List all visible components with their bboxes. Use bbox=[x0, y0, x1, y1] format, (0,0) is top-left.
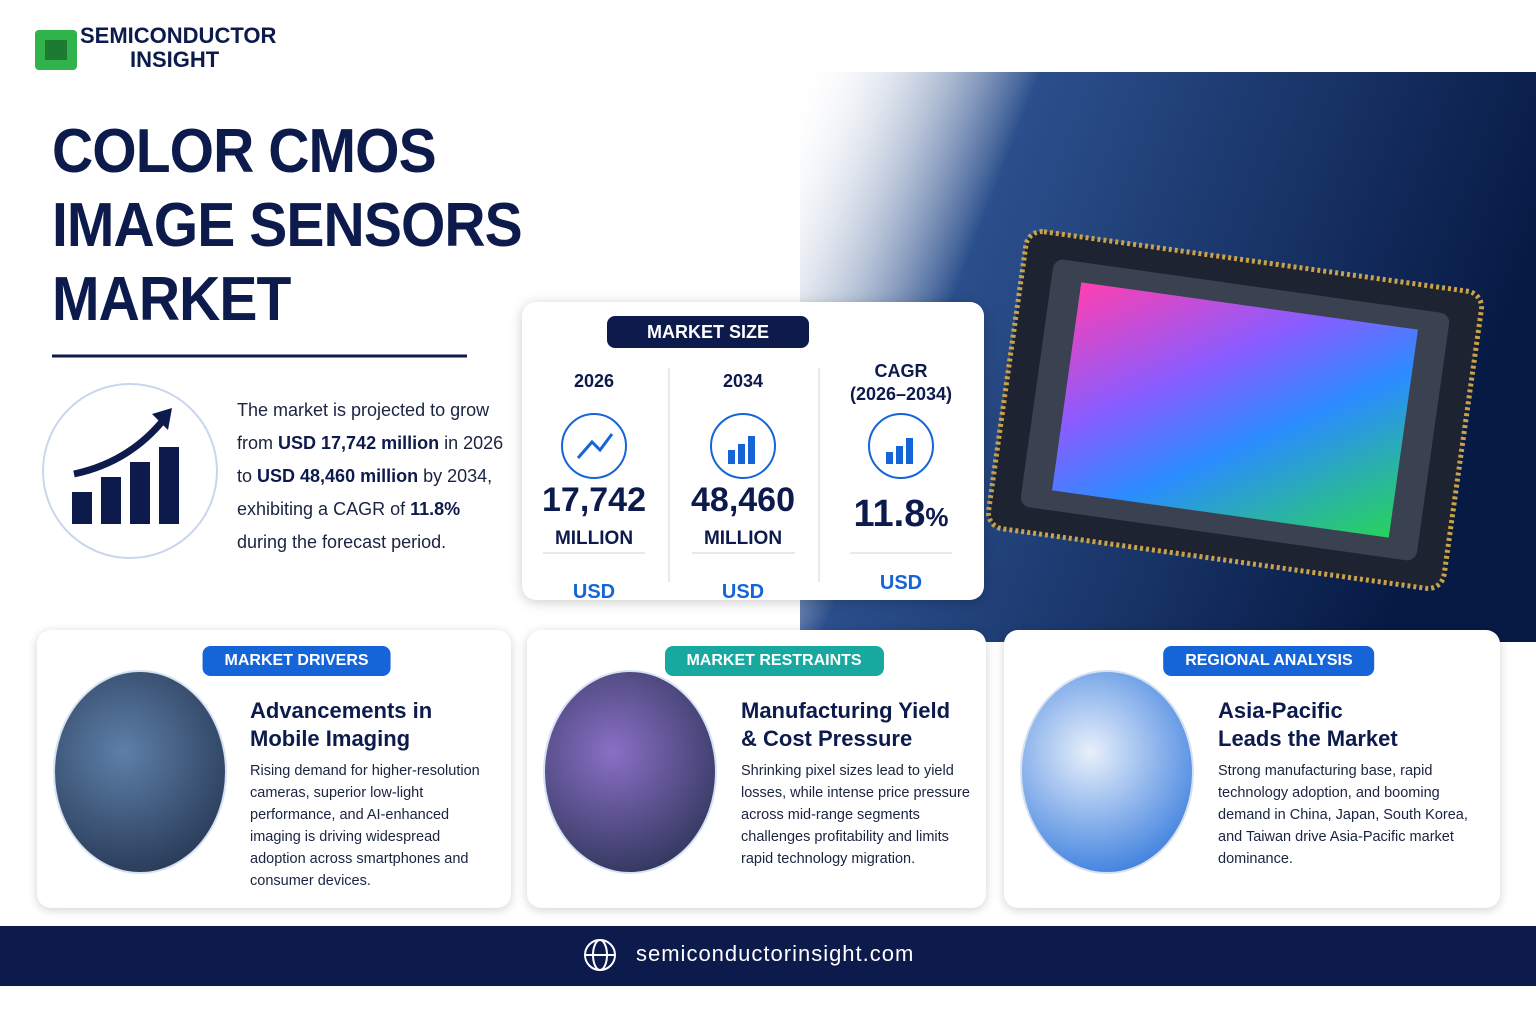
stat-unit: % bbox=[925, 502, 949, 532]
card-title-line: Advancements in bbox=[250, 698, 433, 723]
title-line: IMAGE SENSORS bbox=[52, 191, 523, 260]
card-title: Asia-Pacific Leads the Market bbox=[1218, 697, 1398, 753]
stat-currency: USD bbox=[572, 581, 616, 603]
stat-value: 17,742 MILLION bbox=[524, 481, 664, 555]
stat-label: CAGR (2026–2034) bbox=[831, 360, 971, 406]
text: USD 48,460 million bbox=[257, 466, 419, 486]
stat-number: 11.8 bbox=[853, 493, 926, 535]
info-card: REGIONAL ANALYSIS Asia-Pacific Leads the M… bbox=[1004, 630, 1500, 908]
stat-column: 2034 48,460 MILLION USD bbox=[673, 360, 813, 604]
card-body: Strong manufacturing base, rapid technol… bbox=[1218, 763, 1468, 867]
stat-value: 48,460 MILLION bbox=[673, 481, 813, 555]
stat-label-line: 2034 bbox=[722, 371, 764, 391]
card-title-line: & Cost Pressure bbox=[741, 726, 913, 751]
stat-column: CAGR (2026–2034) 11.8% USD bbox=[831, 360, 971, 595]
card-body: Shrinking pixel sizes lead to yield loss… bbox=[741, 763, 970, 867]
text: in 2026 to bbox=[237, 433, 504, 486]
footer-bar bbox=[0, 926, 1536, 986]
stat-label-line: (2026–2034) bbox=[849, 384, 953, 404]
card-title: Advancements in Mobile Imaging bbox=[250, 697, 432, 753]
card-title-line: Asia-Pacific bbox=[1218, 698, 1343, 723]
badge: MARKET SIZE bbox=[607, 316, 809, 348]
stat-column: 2026 17,742 MILLION USD bbox=[524, 360, 664, 604]
card-image bbox=[1020, 670, 1194, 874]
chip bbox=[985, 229, 1485, 591]
title: COLOR CMOS IMAGE SENSORS MARKET bbox=[52, 115, 563, 337]
card-title-line: Mobile Imaging bbox=[250, 726, 411, 751]
text: by 2034, exhibiting a CAGR of bbox=[237, 466, 493, 519]
globe-icon bbox=[584, 939, 616, 971]
stat-unit: MILLION bbox=[554, 528, 634, 549]
stat-label-line: CAGR bbox=[874, 361, 928, 381]
card-image bbox=[543, 670, 717, 874]
title-line: MARKET bbox=[52, 265, 291, 334]
info-card: MARKET DRIVERS Advancements in Mobile Imag… bbox=[37, 630, 511, 908]
stat-unit: MILLION bbox=[703, 528, 783, 549]
stat-currency: USD bbox=[721, 581, 765, 603]
text: The market is projected to grow from bbox=[237, 400, 490, 453]
text: USD 17,742 million bbox=[278, 433, 440, 453]
card-title-line: Leads the Market bbox=[1218, 726, 1398, 751]
card-body: Rising demand for higher-resolution came… bbox=[250, 763, 480, 889]
card-title-line: Manufacturing Yield bbox=[741, 698, 951, 723]
card-image bbox=[53, 670, 227, 874]
card-title: Manufacturing Yield & Cost Pressure bbox=[741, 697, 950, 753]
logo-line: SEMICONDUCTOR bbox=[80, 23, 277, 48]
badge: REGIONAL ANALYSIS bbox=[1163, 646, 1375, 676]
stat-number: 48,460 bbox=[691, 481, 795, 519]
title-line: COLOR CMOS bbox=[52, 117, 437, 186]
text: 11.8% bbox=[410, 499, 461, 519]
logo: SEMICONDUCTOR INSIGHT bbox=[80, 24, 276, 72]
stat-value: 11.8% bbox=[831, 494, 971, 542]
stat-label: 2026 bbox=[524, 360, 664, 406]
info-card: MARKET RESTRAINTS Manufacturing Yield & Co… bbox=[527, 630, 986, 908]
footer-url: semiconductorinsight.com bbox=[636, 941, 915, 966]
text: during the forecast period. bbox=[237, 532, 447, 552]
stat-label: 2034 bbox=[673, 360, 813, 406]
summary: The market is projected to grow from USD… bbox=[237, 394, 515, 559]
stat-number: 17,742 bbox=[542, 481, 646, 519]
logo-line: INSIGHT bbox=[130, 47, 220, 72]
badge: MARKET RESTRAINTS bbox=[664, 646, 884, 676]
badge: MARKET DRIVERS bbox=[202, 646, 391, 676]
stat-currency: USD bbox=[879, 572, 923, 594]
stat-label-line: 2026 bbox=[573, 371, 615, 391]
